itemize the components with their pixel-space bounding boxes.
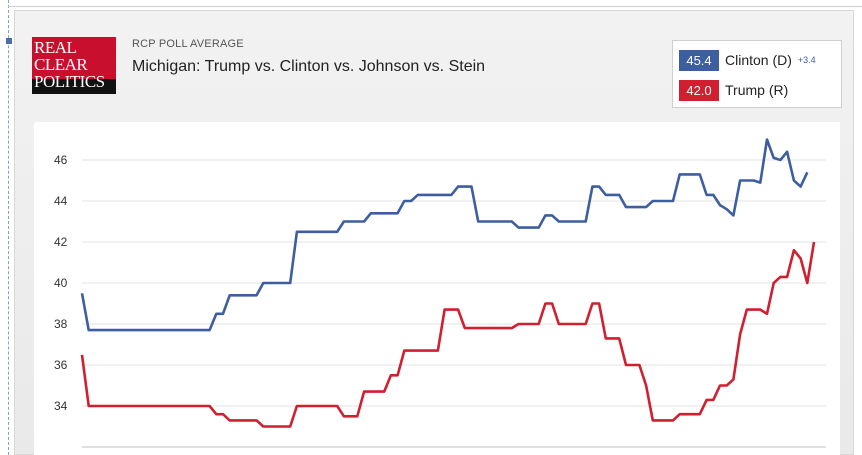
y-tick-label: 46 [54, 153, 68, 167]
chart-subtitle: RCP POLL AVERAGE [132, 38, 244, 50]
legend-value-clinton: 45.4 [679, 49, 719, 71]
rcp-logo: REAL CLEAR POLITICS [32, 37, 116, 94]
chart-title: Michigan: Trump vs. Clinton vs. Johnson … [132, 58, 486, 75]
page-frame-top [8, 6, 862, 7]
legend-label-trump: Trump (R) [725, 82, 789, 98]
frame-marker [6, 38, 12, 44]
y-tick-label: 36 [54, 358, 68, 372]
y-tick-label: 34 [54, 399, 68, 413]
y-tick-label: 38 [54, 317, 68, 331]
y-tick-label: 40 [54, 276, 68, 290]
legend-item-trump[interactable]: 42.0 Trump (R) [679, 79, 788, 101]
legend: 45.4 Clinton (D) +3.4 42.0 Trump (R) [672, 40, 842, 108]
legend-value-trump: 42.0 [679, 79, 719, 101]
legend-label-clinton: Clinton (D) [725, 52, 792, 68]
logo-bar [32, 79, 116, 94]
legend-spread-clinton: +3.4 [797, 55, 816, 65]
y-tick-label: 42 [54, 235, 68, 249]
line-chart: 34 36 38 40 42 44 46 [54, 138, 826, 448]
series-line-trump[interactable] [80, 241, 816, 428]
series-line-clinton[interactable] [80, 138, 809, 332]
page-frame-left [8, 0, 9, 455]
plot-area: 34 36 38 40 42 44 46 [34, 122, 840, 455]
logo-text: REAL CLEAR POLITICS [34, 38, 105, 91]
legend-item-clinton[interactable]: 45.4 Clinton (D) +3.4 [679, 49, 816, 71]
y-tick-label: 44 [54, 194, 68, 208]
